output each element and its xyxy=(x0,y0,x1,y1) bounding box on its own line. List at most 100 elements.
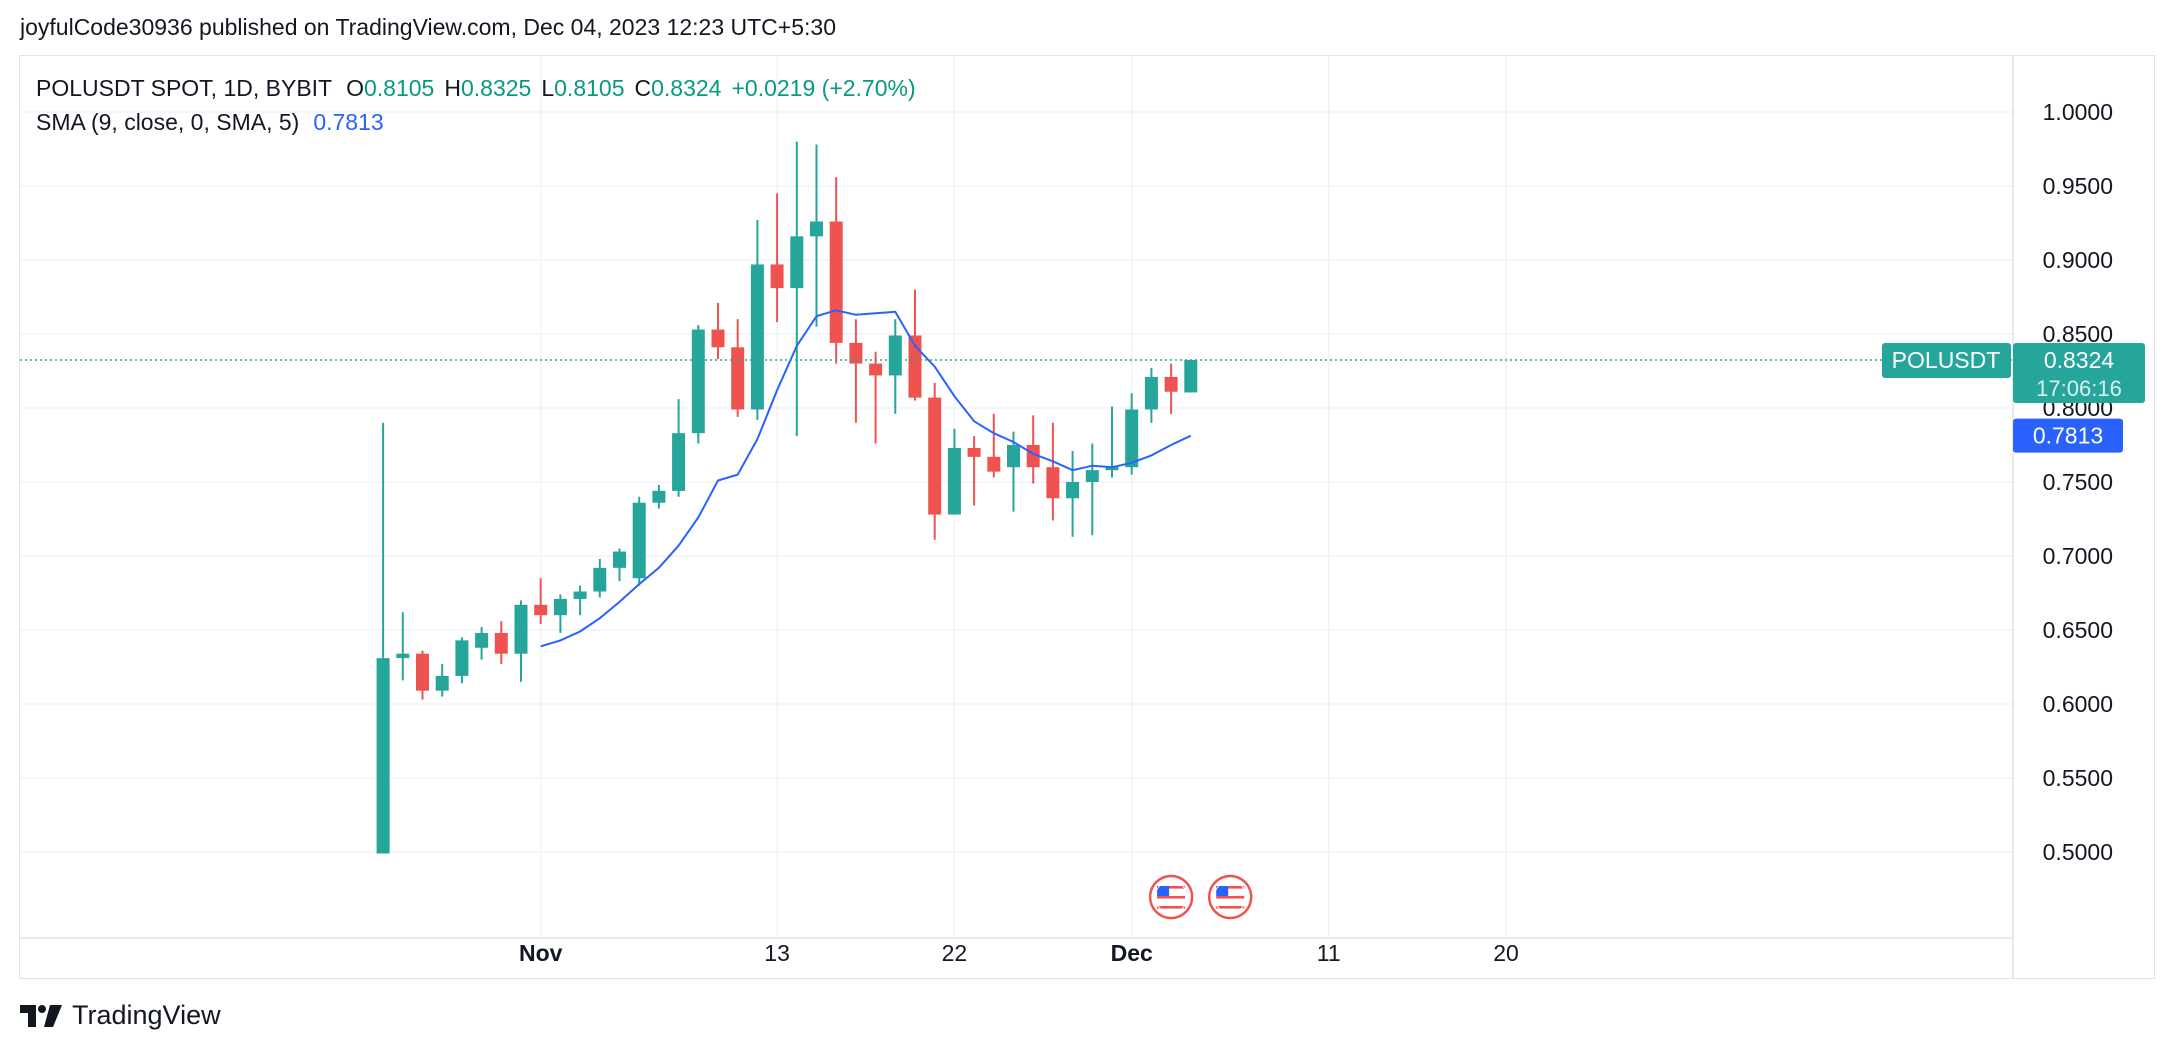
candle xyxy=(947,428,961,515)
candle-body xyxy=(593,567,607,592)
candle-body xyxy=(711,329,725,348)
tradingview-mark-icon xyxy=(20,1004,62,1027)
flag-canton xyxy=(1157,886,1170,896)
candle-body xyxy=(987,456,1001,472)
candle xyxy=(750,220,764,420)
sma-value-badge-text: 0.7813 xyxy=(2033,423,2103,449)
sma-value: 0.7813 xyxy=(313,109,384,135)
candle xyxy=(396,612,410,681)
candle-body xyxy=(750,264,764,410)
time-tick-label: Dec xyxy=(1111,940,1153,966)
candle-body xyxy=(888,335,902,376)
candle xyxy=(534,578,548,625)
close-label: C xyxy=(634,75,652,101)
countdown-text: 17:06:16 xyxy=(2036,376,2122,401)
candle-body xyxy=(1007,445,1020,468)
open-label: O xyxy=(346,75,364,101)
candle xyxy=(1066,450,1080,537)
flag-stripe xyxy=(1157,886,1186,889)
indicator-row: SMA (9, close, 0, SMA, 5) 0.7813 xyxy=(36,105,916,139)
tradingview-logo[interactable]: TradingView xyxy=(20,1000,221,1031)
candle-body xyxy=(731,347,745,410)
candle-body xyxy=(514,604,528,654)
candle xyxy=(1085,443,1099,536)
time-tick-label: 22 xyxy=(942,940,968,966)
us-flag-icon[interactable] xyxy=(1207,874,1253,920)
candle-body xyxy=(475,632,489,648)
candle xyxy=(1144,368,1158,423)
publish-info: joyfulCode30936 published on TradingView… xyxy=(20,14,836,40)
candle-body xyxy=(376,658,390,854)
low-value: 0.8105 xyxy=(554,75,625,101)
candle-body xyxy=(672,433,686,491)
candle-body xyxy=(691,329,705,434)
candle-body xyxy=(1105,467,1119,471)
brand-name: TradingView xyxy=(72,1000,221,1030)
candle-body xyxy=(435,675,449,691)
candle xyxy=(376,422,390,854)
candle xyxy=(928,382,942,540)
candle xyxy=(553,594,567,633)
high-value: 0.8325 xyxy=(460,75,532,101)
candle xyxy=(613,548,626,582)
candle-body xyxy=(613,551,626,568)
sma-title[interactable]: SMA (9, close, 0, SMA, 5) xyxy=(36,109,300,135)
candle xyxy=(672,399,686,497)
time-tick-label: 13 xyxy=(764,940,790,966)
candle-body xyxy=(534,604,548,616)
grid xyxy=(20,56,2013,938)
chart-frame[interactable] xyxy=(19,55,2155,979)
sma-value-badge xyxy=(2013,418,2123,453)
close-value: 0.8324 xyxy=(651,75,722,101)
candle xyxy=(573,585,587,616)
price-tick-label: 0.7500 xyxy=(2043,469,2113,495)
candle xyxy=(770,193,784,323)
candle-body xyxy=(494,632,508,654)
flag-stripe xyxy=(1216,886,1245,889)
chart-legend: POLUSDT SPOT, 1D, BYBIT O 0.8105 H 0.8325 … xyxy=(36,71,916,139)
candle xyxy=(1125,393,1139,475)
price-tick-label: 1.0000 xyxy=(2043,99,2113,125)
high-label: H xyxy=(444,75,461,101)
sma-polyline xyxy=(540,309,1192,648)
candle xyxy=(810,144,823,327)
us-flag-icon[interactable] xyxy=(1148,874,1194,920)
symbol-title[interactable]: POLUSDT SPOT, 1D, BYBIT xyxy=(36,75,333,101)
candle-body xyxy=(947,447,961,515)
flag-stripe xyxy=(1157,906,1186,909)
low-label: L xyxy=(541,75,555,101)
last-price-badge xyxy=(2013,343,2145,404)
candle xyxy=(1007,431,1020,512)
candle-body xyxy=(1125,409,1139,468)
candle xyxy=(652,484,666,509)
candle xyxy=(829,177,843,364)
flag-inner-ring xyxy=(1154,880,1188,914)
candle-body xyxy=(1184,360,1198,393)
flag-canton xyxy=(1216,886,1229,896)
candle xyxy=(987,413,1001,478)
candle-body xyxy=(1085,470,1099,482)
candle xyxy=(455,637,469,684)
candle-body xyxy=(573,591,587,599)
candle-body xyxy=(928,397,942,515)
price-tick-label: 0.7000 xyxy=(2043,543,2113,569)
candle xyxy=(1184,359,1198,393)
price-tick-label: 0.9000 xyxy=(2043,247,2113,273)
symbol-name-badge xyxy=(1882,343,2011,379)
flag-inner-ring xyxy=(1213,880,1247,914)
candle-body xyxy=(869,363,883,376)
candle-body xyxy=(396,653,410,659)
candle-body xyxy=(455,640,469,676)
time-axis[interactable]: Nov 13 22 Dec 11 20 xyxy=(20,937,2013,966)
flag-stripe xyxy=(1157,896,1186,899)
candle xyxy=(435,664,449,697)
candle xyxy=(691,325,705,444)
candle-body xyxy=(1026,445,1040,468)
event-markers[interactable] xyxy=(1148,874,1253,920)
symbol-name-badge-text: POLUSDT xyxy=(1892,347,2001,373)
candle xyxy=(967,436,981,506)
candle xyxy=(416,650,429,700)
flag-stripe xyxy=(1216,896,1245,899)
price-axis[interactable]: 0.50000.55000.60000.65000.70000.75000.80… xyxy=(2012,56,2113,978)
